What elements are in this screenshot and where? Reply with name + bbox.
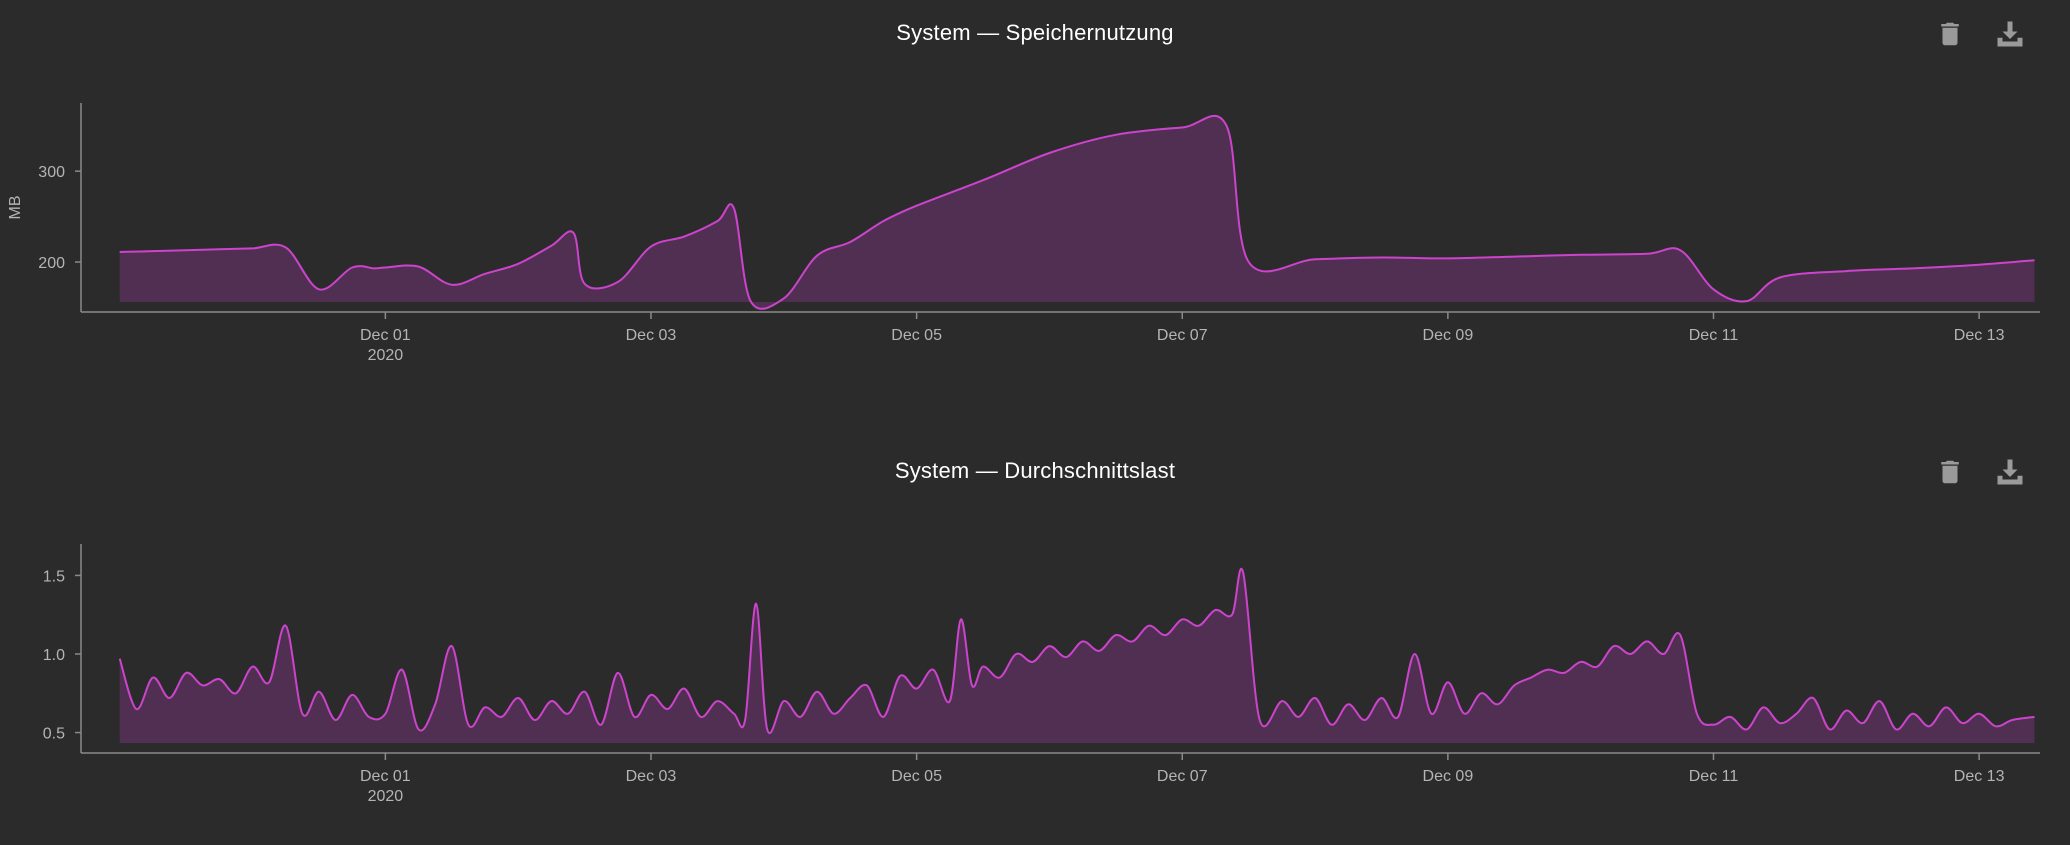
x-tick-label: Dec 07 xyxy=(1157,327,1208,344)
chart-memory: 200 300 MB Dec 01 2020 Dec 03 Dec 05 Dec 07 Dec … xyxy=(7,103,2040,364)
y-tick-label: 300 xyxy=(38,164,65,181)
series-line xyxy=(119,114,2035,310)
chart-panel-load: 0.5 1.0 1.5 Dec 01 2020 Dec 03 Dec 05 Dec 07 Dec… xyxy=(0,438,2070,845)
trash-icon xyxy=(1941,22,1959,46)
y-tick-label: 1.0 xyxy=(43,647,65,664)
x-tick-label: Dec 01 xyxy=(360,768,411,785)
trash-icon xyxy=(1941,460,1959,484)
y-tick-label: 0.5 xyxy=(43,726,65,743)
y-tick-label: 200 xyxy=(38,255,65,272)
x-tick-label: Dec 03 xyxy=(626,768,677,785)
x-tick-label: Dec 05 xyxy=(891,327,942,344)
y-axis-label: MB xyxy=(7,196,24,220)
x-tick-label: Dec 11 xyxy=(1689,768,1739,785)
x-tick-label: Dec 03 xyxy=(626,327,677,344)
chart-panel-memory: 200 300 MB Dec 01 2020 Dec 03 Dec 05 Dec 07 Dec … xyxy=(0,0,2070,407)
download-button[interactable] xyxy=(1990,14,2030,54)
chart-title: System — Speichernutzung xyxy=(896,20,1174,45)
download-button[interactable] xyxy=(1990,452,2030,492)
delete-button[interactable] xyxy=(1930,14,1970,54)
x-tick-label: Dec 13 xyxy=(1954,327,2005,344)
x-year-label: 2020 xyxy=(368,347,404,364)
chart-load: 0.5 1.0 1.5 Dec 01 2020 Dec 03 Dec 05 Dec 07 Dec… xyxy=(43,544,2040,805)
x-year-label: 2020 xyxy=(368,788,404,805)
x-tick-label: Dec 13 xyxy=(1954,768,2005,785)
x-tick-label: Dec 01 xyxy=(360,327,411,344)
download-icon xyxy=(1997,459,2023,485)
chart-title: System — Durchschnittslast xyxy=(894,458,1176,483)
series-area xyxy=(119,115,2035,309)
delete-button[interactable] xyxy=(1930,452,1970,492)
series-area xyxy=(119,568,2035,743)
x-tick-label: Dec 07 xyxy=(1157,768,1208,785)
download-icon xyxy=(1997,21,2023,47)
series-line xyxy=(118,567,2035,734)
x-tick-label: Dec 11 xyxy=(1689,327,1739,344)
x-tick-label: Dec 05 xyxy=(891,768,942,785)
y-tick-label: 1.5 xyxy=(43,568,65,585)
x-tick-label: Dec 09 xyxy=(1423,327,1474,344)
x-tick-label: Dec 09 xyxy=(1423,768,1474,785)
